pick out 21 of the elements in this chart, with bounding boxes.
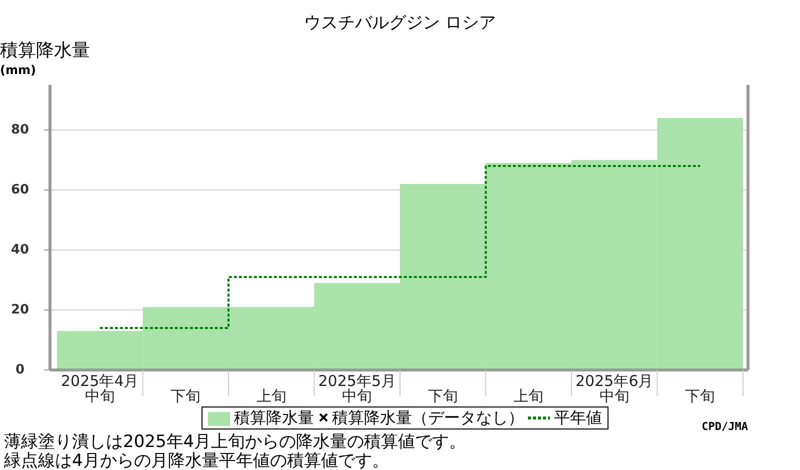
- x-tick-label: 上旬: [514, 387, 544, 405]
- y-axis-title: 積算降水量(mm): [0, 40, 90, 77]
- y-tick-label: 40: [10, 242, 30, 258]
- legend-label: 積算降水量（データなし）: [332, 408, 524, 427]
- y-tick-label: 20: [10, 302, 30, 318]
- y-tick-label: 0: [15, 362, 25, 378]
- chart-title: ウスチバルグジン ロシア: [304, 13, 496, 33]
- legend-label: 積算降水量: [234, 408, 314, 427]
- text: CPD/JMA: [702, 420, 748, 433]
- x-tick-label: 2025年5月中旬: [318, 372, 396, 405]
- text: 緑点線は4月からの月降水量平年値の積算値です。: [3, 451, 389, 470]
- x-tick-label: 下旬: [428, 387, 458, 405]
- x-tick-label: 2025年6月中旬: [576, 372, 654, 405]
- x-tick-label: 下旬: [685, 387, 716, 405]
- y-tick-label: 80: [10, 122, 30, 138]
- x-tick-label: 上旬: [256, 387, 286, 405]
- y-tick-label: 60: [10, 182, 30, 198]
- x-tick-label: 下旬: [170, 387, 201, 405]
- x-tick-label: 2025年4月中旬: [61, 372, 139, 405]
- legend-label: 平年値: [554, 408, 602, 427]
- text: 薄緑塗り潰しは2025年4月上旬からの降水量の積算値です。: [4, 432, 466, 452]
